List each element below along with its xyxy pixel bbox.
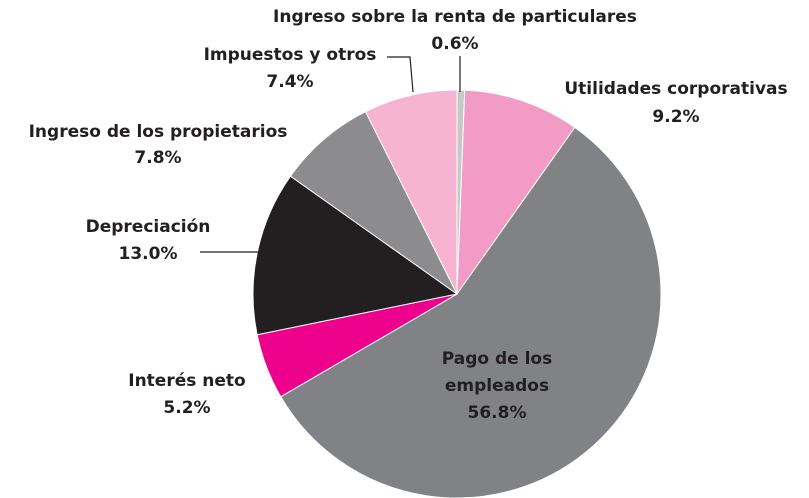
slice-label: Interés neto — [128, 371, 245, 391]
slice-value-label: 13.0% — [119, 244, 178, 264]
slice-value-label: 5.2% — [163, 398, 210, 418]
slice-label: Impuestos y otros — [204, 45, 377, 65]
leader-line — [387, 56, 414, 93]
pie-slice — [364, 89, 458, 295]
slice-label: Depreciación — [86, 217, 211, 237]
slice-value-label: 7.4% — [266, 72, 313, 92]
slice-label: Pago de los empleados — [442, 349, 552, 396]
slice-label: Utilidades corporativas — [564, 79, 787, 99]
pie-slice — [289, 110, 458, 295]
slice-value-label: 0.6% — [431, 34, 478, 54]
pie-slice — [280, 126, 662, 498]
slice-value-label: 9.2% — [652, 107, 699, 127]
slice-value-label: 56.8% — [468, 403, 527, 423]
slice-label: Ingreso de los propietarios — [29, 122, 288, 142]
slice-value-label: 7.8% — [134, 148, 181, 168]
slice-label: Ingreso sobre la renta de particulares — [273, 7, 637, 27]
pie-slice — [456, 89, 576, 296]
